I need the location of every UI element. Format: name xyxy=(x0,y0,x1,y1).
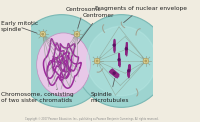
Circle shape xyxy=(125,48,127,50)
Circle shape xyxy=(118,59,120,61)
Polygon shape xyxy=(111,69,119,76)
Circle shape xyxy=(42,33,44,35)
Polygon shape xyxy=(126,43,127,53)
Polygon shape xyxy=(128,65,130,75)
Circle shape xyxy=(145,60,147,62)
Ellipse shape xyxy=(37,33,90,96)
Text: Centromer: Centromer xyxy=(77,13,114,44)
Circle shape xyxy=(113,44,115,46)
Text: Spindle
microtubules: Spindle microtubules xyxy=(91,78,129,103)
Polygon shape xyxy=(128,66,130,77)
Circle shape xyxy=(94,58,100,64)
Text: Chromosome, consisting
of two sister chromatids: Chromosome, consisting of two sister chr… xyxy=(1,89,73,103)
Circle shape xyxy=(75,15,168,107)
Circle shape xyxy=(87,26,156,96)
Circle shape xyxy=(113,72,115,74)
Circle shape xyxy=(40,31,45,37)
Polygon shape xyxy=(109,70,118,77)
Polygon shape xyxy=(126,44,127,55)
Circle shape xyxy=(143,58,149,64)
Circle shape xyxy=(76,33,78,35)
Text: Fragments of nuclear envelope: Fragments of nuclear envelope xyxy=(95,6,187,23)
Circle shape xyxy=(74,31,80,37)
Text: Copyright © 2007 Pearson Education, Inc., publishing as Pearson Benjamin Cumming: Copyright © 2007 Pearson Education, Inc.… xyxy=(25,117,158,121)
Text: Early mitotic
spindle: Early mitotic spindle xyxy=(1,21,38,33)
Circle shape xyxy=(96,60,98,62)
Text: Centrosome: Centrosome xyxy=(65,7,101,28)
Circle shape xyxy=(15,15,108,107)
Circle shape xyxy=(128,70,130,72)
